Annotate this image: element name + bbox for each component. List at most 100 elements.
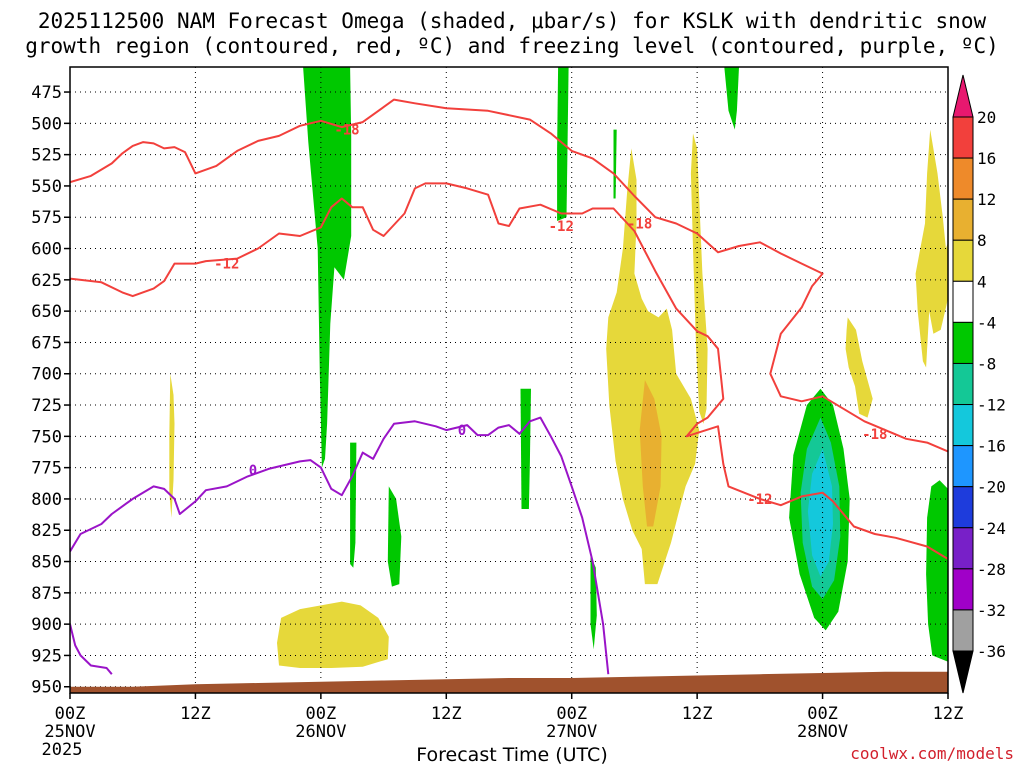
y-tick-label: 775 bbox=[31, 459, 62, 479]
y-tick-label: 900 bbox=[31, 615, 62, 635]
x-tick-label: 12Z bbox=[933, 704, 964, 724]
x-tick-label: 00Z bbox=[807, 704, 838, 724]
y-tick-label: 825 bbox=[31, 521, 62, 541]
colorbar-bin bbox=[952, 445, 974, 488]
y-tick-label: 650 bbox=[31, 302, 62, 322]
contour-label-freezing-level: 0 bbox=[458, 423, 466, 439]
colorbar-bin bbox=[952, 609, 974, 652]
x-tick-date: 28NOV bbox=[797, 722, 848, 742]
colorbar-label: -28 bbox=[977, 560, 1006, 579]
y-tick-label: 725 bbox=[31, 396, 62, 416]
contour-layer: -18 -18 -18 -12 -12 -12 0 0 bbox=[70, 98, 948, 675]
y-tick-label: 675 bbox=[31, 333, 62, 353]
y-axis-ticks: 475 500 525 550 575 600 625 650 675 700 725 750 775 8… bbox=[31, 83, 70, 698]
ascent-sliver bbox=[613, 129, 617, 199]
descent-right-2 bbox=[915, 129, 948, 368]
x-axis-title: Forecast Time (UTC) bbox=[416, 744, 608, 766]
x-tick-label: 00Z bbox=[556, 704, 587, 724]
colorbar-label: -20 bbox=[977, 478, 1006, 497]
colorbar-label: -36 bbox=[977, 642, 1006, 661]
y-tick-label: 475 bbox=[31, 83, 62, 103]
y-tick-label: 550 bbox=[31, 177, 62, 197]
x-tick-date: 26NOV bbox=[295, 722, 346, 742]
colorbar-bin bbox=[952, 362, 974, 406]
dgz-lower-boundary bbox=[70, 182, 948, 560]
x-tick-label: 00Z bbox=[305, 704, 336, 724]
descent-left-spike bbox=[169, 373, 175, 518]
colorbar-label: 4 bbox=[977, 272, 987, 291]
chart-title-line-1: 2025112500 NAM Forecast Omega (shaded, μ… bbox=[37, 9, 987, 33]
colorbar-label: -12 bbox=[977, 396, 1006, 415]
y-tick-label: 525 bbox=[31, 146, 62, 166]
colorbar-label: 20 bbox=[977, 108, 996, 127]
colorbar-bin bbox=[952, 280, 974, 323]
plot-border bbox=[69, 66, 949, 694]
y-tick-label: 800 bbox=[31, 490, 62, 510]
descent-low-blob bbox=[277, 601, 389, 668]
x-tick-year: 2025 bbox=[42, 740, 83, 760]
site-credit: coolwx.com/models bbox=[850, 744, 1014, 763]
y-tick-label: 600 bbox=[31, 240, 62, 260]
contour-label-dgz-upper-boundary: -18 bbox=[627, 217, 652, 233]
colorbar-bin bbox=[952, 568, 974, 611]
freezing-level-low bbox=[70, 623, 113, 675]
colorbar-bin bbox=[952, 116, 974, 159]
ascent-right-edge bbox=[926, 480, 948, 662]
ascent-low-1 bbox=[350, 442, 357, 568]
y-tick-label: 575 bbox=[31, 208, 62, 228]
contour-label-dgz-lower-boundary: -12 bbox=[747, 492, 772, 508]
contour-label-dgz-upper-boundary: -18 bbox=[862, 427, 887, 443]
colorbar-label: -24 bbox=[977, 519, 1006, 538]
ascent-core-28nov-center bbox=[807, 448, 833, 577]
surface-terrain bbox=[70, 671, 948, 693]
colorbar-label: -32 bbox=[977, 601, 1006, 620]
dgz-upper-boundary bbox=[70, 98, 948, 453]
y-tick-label: 850 bbox=[31, 553, 62, 573]
chart-title-line-2: growth region (contoured, red, ºC) and f… bbox=[25, 34, 999, 58]
x-tick-label: 12Z bbox=[431, 704, 462, 724]
y-tick-label: 500 bbox=[31, 114, 62, 134]
colorbar-bin bbox=[952, 157, 974, 200]
colorbar-bin bbox=[952, 198, 974, 241]
y-tick-label: 700 bbox=[31, 365, 62, 385]
colorbar-label: 12 bbox=[977, 190, 996, 209]
colorbar-label: -8 bbox=[977, 354, 996, 373]
ascent-low-2 bbox=[387, 486, 402, 587]
x-tick-label: 00Z bbox=[55, 704, 86, 724]
contour-label-freezing-level: 0 bbox=[249, 463, 257, 479]
y-tick-label: 875 bbox=[31, 584, 62, 604]
descent-core-27nov bbox=[639, 380, 662, 527]
omega-shading-layer bbox=[169, 67, 948, 668]
colorbar-top-arrow bbox=[952, 74, 974, 118]
descent-plume-27nov bbox=[606, 148, 700, 585]
colorbar-label: 8 bbox=[977, 231, 987, 250]
colorbar-bin bbox=[952, 527, 974, 570]
colorbar-label: 16 bbox=[977, 149, 996, 168]
colorbar-bin bbox=[952, 404, 974, 447]
freezing-level bbox=[70, 416, 610, 675]
descent-right-1 bbox=[845, 317, 873, 418]
ascent-column-27nov-12z bbox=[724, 67, 739, 130]
contour-label-dgz-upper-boundary: -18 bbox=[334, 123, 359, 139]
plot-frame bbox=[69, 66, 949, 694]
x-tick-label: 12Z bbox=[682, 704, 713, 724]
colorbar-bin bbox=[952, 321, 974, 364]
contour-label-dgz-lower-boundary: -12 bbox=[549, 219, 574, 235]
x-tick-label: 12Z bbox=[180, 704, 211, 724]
colorbar-bottom-arrow bbox=[952, 650, 974, 694]
x-tick-date: 25NOV bbox=[44, 722, 95, 742]
colorbar-bin bbox=[952, 486, 974, 529]
descent-column-12z bbox=[690, 133, 708, 424]
ascent-column-26nov bbox=[303, 67, 352, 468]
contour-label-dgz-lower-boundary: -12 bbox=[214, 257, 239, 273]
x-tick-date: 27NOV bbox=[546, 722, 597, 742]
terrain-layer bbox=[70, 671, 948, 693]
y-tick-label: 950 bbox=[31, 678, 62, 698]
colorbar-label: -4 bbox=[977, 313, 996, 332]
colorbar-label: -16 bbox=[977, 437, 1006, 456]
y-tick-label: 925 bbox=[31, 646, 62, 666]
ascent-low-3 bbox=[520, 388, 531, 509]
